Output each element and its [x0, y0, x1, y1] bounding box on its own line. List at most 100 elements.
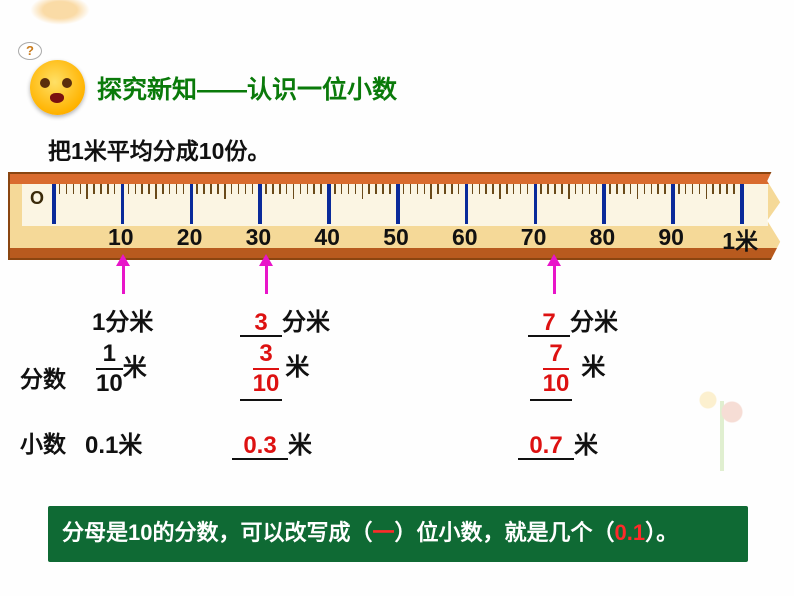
bg-decoration-top [30, 0, 90, 25]
tick-minor [293, 184, 295, 199]
ruler-face [22, 184, 768, 226]
tick-minor [547, 184, 549, 194]
arrow-3dm [265, 264, 268, 294]
dec-col3: 0.7米 [518, 425, 598, 460]
tick-minor [128, 184, 130, 194]
tick-minor [162, 184, 164, 194]
ruler-label-80: 80 [590, 224, 616, 251]
tick-minor [368, 184, 370, 194]
dec-unit2: 米 [288, 432, 312, 459]
subtitle: 把1米平均分成10份。 [48, 132, 270, 166]
tick-minor [678, 184, 680, 194]
tick-minor [80, 184, 82, 194]
frac-col2: 310米 [240, 342, 339, 396]
tick-minor [375, 184, 377, 194]
bg-decoration-flower [684, 376, 764, 496]
tick-minor [424, 184, 426, 194]
tick-minor [726, 184, 728, 194]
tick-minor [93, 184, 95, 194]
tick-minor [217, 184, 219, 194]
tick-minor [417, 184, 419, 194]
tick-major [190, 184, 194, 224]
tick-minor [238, 184, 240, 194]
tick-major [534, 184, 538, 224]
dec-col1: 0.1米 [85, 425, 142, 460]
ruler-label-40: 40 [314, 224, 340, 251]
tick-minor [410, 184, 412, 194]
tick-minor [300, 184, 302, 194]
tick-major [602, 184, 606, 224]
tick-major [327, 184, 331, 224]
tick-minor [148, 184, 150, 194]
tick-minor [66, 184, 68, 194]
tick-major [740, 184, 744, 224]
frac-col3: 710米 [530, 342, 629, 396]
tick-minor [403, 184, 405, 194]
ruler-label-50: 50 [383, 224, 409, 251]
ruler-label-70: 70 [521, 224, 547, 251]
tick-minor [596, 184, 598, 194]
tick-minor [692, 184, 694, 194]
conclusion-post: ）。 [645, 520, 678, 545]
tick-minor [114, 184, 116, 194]
header: ? 探究新知——认识一位小数 [30, 60, 397, 115]
tick-minor [272, 184, 274, 194]
emoji-thinking-icon: ? [30, 60, 85, 115]
tick-major [465, 184, 469, 224]
tick-minor [169, 184, 171, 194]
tick-minor [458, 184, 460, 194]
tick-minor [651, 184, 653, 194]
tick-major [121, 184, 125, 224]
tick-minor [73, 184, 75, 194]
ruler: O 102030405060708090 1米 [8, 172, 786, 260]
tick-minor [196, 184, 198, 194]
frac2-num: 3 [253, 342, 280, 370]
tick-minor [513, 184, 515, 194]
tick-minor [382, 184, 384, 194]
page-title: 探究新知——认识一位小数 [97, 70, 397, 106]
tick-minor [706, 184, 708, 199]
tick-minor [644, 184, 646, 194]
frac1-den: 10 [96, 370, 123, 396]
dec-val3: 0.7 [529, 432, 562, 459]
ruler-label-90: 90 [658, 224, 684, 251]
dm-unit2: 分米 [282, 309, 330, 336]
tick-minor [176, 184, 178, 194]
tick-minor [499, 184, 501, 199]
tick-minor [479, 184, 481, 194]
frac2-den: 10 [253, 370, 280, 396]
tick-minor [657, 184, 659, 194]
tick-minor [286, 184, 288, 194]
tick-minor [210, 184, 212, 194]
tick-minor [265, 184, 267, 194]
conclusion-box: 分母是10的分数，可以改写成（一）位小数，就是几个（0.1）。 [48, 506, 748, 562]
tick-major [396, 184, 400, 224]
dm-val3: 7 [542, 309, 555, 336]
tick-minor [313, 184, 315, 194]
frac-col1: 110米 [96, 342, 147, 396]
dm-val2: 3 [254, 309, 267, 336]
tick-minor [637, 184, 639, 199]
tick-minor [527, 184, 529, 194]
tick-minor [472, 184, 474, 194]
conclusion-ans1: 一 [372, 520, 394, 545]
tick-major [52, 184, 56, 224]
tick-minor [334, 184, 336, 194]
tick-minor [245, 184, 247, 194]
tick-minor [630, 184, 632, 194]
tick-minor [362, 184, 364, 199]
ruler-label-30: 30 [246, 224, 272, 251]
tick-minor [355, 184, 357, 194]
tick-minor [554, 184, 556, 194]
dec-val2: 0.3 [243, 432, 276, 459]
frac1-unit: 米 [123, 354, 147, 381]
dm-col1: 1分米 [92, 302, 153, 337]
conclusion-pre: 分母是10的分数，可以改写成（ [62, 520, 372, 545]
dm-unit3: 分米 [570, 309, 618, 336]
tick-minor [155, 184, 157, 199]
tick-minor [59, 184, 61, 194]
tick-minor [568, 184, 570, 199]
tick-major [671, 184, 675, 224]
ruler-end-label: 1米 [722, 222, 758, 256]
tick-minor [252, 184, 254, 194]
